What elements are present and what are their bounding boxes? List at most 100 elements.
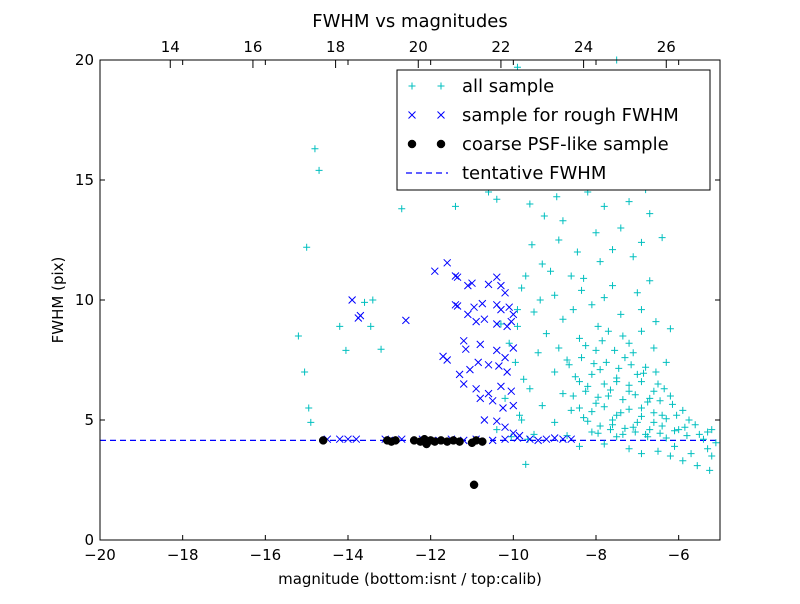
- data-point-all-168: [637, 412, 645, 420]
- data-point-all-79: [617, 409, 625, 417]
- data-point-all-72: [604, 392, 612, 400]
- data-point-all-67: [633, 370, 641, 378]
- data-point-rough-22: [464, 310, 472, 319]
- data-point-all-145: [652, 368, 660, 376]
- data-point-all-187: [631, 428, 639, 436]
- data-point-all-43: [580, 274, 588, 282]
- data-point-all-108: [704, 445, 712, 453]
- data-point-all-175: [609, 416, 617, 424]
- data-point-all-53: [575, 334, 583, 342]
- data-point-rough-46: [466, 365, 474, 374]
- data-point-all-85: [580, 414, 588, 422]
- data-point-all-7: [336, 322, 344, 330]
- data-point-rough-33: [461, 345, 470, 354]
- data-point-rough-42: [507, 387, 516, 396]
- legend: all sample sample for rough FWHM coarse …: [396, 69, 711, 191]
- data-point-rough-17: [478, 299, 487, 308]
- data-point-all-65: [596, 366, 604, 374]
- legend-label-all-sample: all sample: [462, 76, 554, 97]
- data-point-all-9: [361, 298, 369, 306]
- data-point-all-38: [567, 272, 575, 280]
- data-point-psf-0: [318, 436, 328, 445]
- data-point-all-60: [621, 354, 629, 362]
- x-tick-label: −10: [498, 546, 530, 564]
- data-point-all-179: [658, 422, 666, 430]
- data-point-all-133: [582, 342, 590, 350]
- data-point-rough-53: [501, 423, 509, 432]
- data-point-all-188: [644, 433, 652, 441]
- data-point-all-165: [600, 403, 608, 411]
- data-point-all-128: [666, 325, 674, 333]
- data-point-all-135: [611, 346, 619, 354]
- data-point-all-29: [706, 466, 714, 474]
- y-tick-label: 0: [84, 531, 94, 549]
- data-point-all-203: [553, 193, 561, 201]
- data-point-all-63: [551, 368, 559, 376]
- y-tick-label: 20: [75, 51, 94, 69]
- data-point-all-130: [594, 322, 602, 330]
- data-point-rough-37: [503, 368, 511, 376]
- data-point-psf-13: [455, 437, 464, 446]
- data-point-all-89: [675, 426, 683, 434]
- data-point-rough-24: [480, 315, 489, 324]
- legend-marker-0-b: [437, 82, 445, 90]
- data-point-all-40: [629, 253, 637, 261]
- data-point-rough-15: [453, 302, 462, 310]
- data-point-all-6: [307, 418, 315, 426]
- data-point-all-120: [609, 246, 617, 254]
- data-point-all-124: [600, 294, 608, 302]
- data-point-all-51: [513, 322, 521, 330]
- data-point-all-171: [673, 411, 681, 419]
- data-point-all-186: [619, 430, 627, 438]
- data-point-all-122: [547, 267, 555, 275]
- x-tick-label: −6: [668, 546, 690, 564]
- data-point-all-119: [573, 248, 581, 256]
- data-point-rough-69: [542, 435, 551, 444]
- data-point-all-27: [679, 457, 687, 465]
- data-point-all-142: [615, 364, 623, 372]
- data-point-rough-40: [484, 389, 493, 398]
- data-point-all-61: [642, 363, 650, 371]
- data-point-all-159: [631, 391, 639, 399]
- data-point-all-45: [633, 289, 641, 297]
- data-point-rough-31: [501, 353, 509, 362]
- data-point-all-201: [528, 241, 536, 249]
- data-point-rough-11: [492, 273, 501, 282]
- data-point-rough-20: [505, 303, 514, 312]
- data-point-rough-38: [459, 380, 468, 388]
- legend-label-tentative-fwhm: tentative FWHM: [462, 163, 606, 184]
- y-tick-label: 5: [84, 411, 94, 429]
- data-point-rough-47: [476, 394, 485, 403]
- data-point-rough-41: [497, 382, 505, 391]
- data-point-all-176: [621, 424, 629, 432]
- data-point-all-69: [526, 385, 534, 393]
- data-point-all-70: [559, 390, 567, 398]
- data-point-all-41: [518, 284, 526, 292]
- data-point-all-166: [613, 411, 621, 419]
- data-point-all-148: [600, 380, 608, 388]
- data-point-all-140: [590, 360, 598, 368]
- data-point-all-170: [662, 415, 670, 423]
- data-point-all-136: [629, 349, 637, 357]
- data-point-all-143: [627, 361, 635, 369]
- data-point-all-78: [592, 399, 600, 407]
- y-axis-label: FWHM (pix): [49, 257, 67, 344]
- data-point-rough-12: [497, 281, 505, 290]
- x-axis-label: magnitude (bottom:isnt / top:calib): [278, 570, 542, 588]
- data-point-all-3: [294, 332, 302, 340]
- data-point-all-13: [398, 205, 406, 213]
- data-point-rough-44: [443, 356, 452, 364]
- top-x-tick-label: 20: [409, 38, 428, 56]
- data-point-all-164: [588, 408, 596, 416]
- data-point-rough-50: [509, 401, 518, 410]
- data-point-all-75: [666, 392, 674, 400]
- data-point-rough-28: [459, 336, 468, 345]
- data-point-all-98: [683, 432, 691, 440]
- data-point-all-74: [646, 394, 654, 402]
- data-point-rough-16: [470, 303, 478, 312]
- data-point-all-116: [526, 200, 534, 208]
- data-point-all-92: [530, 430, 538, 438]
- data-point-rough-10: [484, 280, 493, 289]
- data-point-all-101: [575, 442, 583, 450]
